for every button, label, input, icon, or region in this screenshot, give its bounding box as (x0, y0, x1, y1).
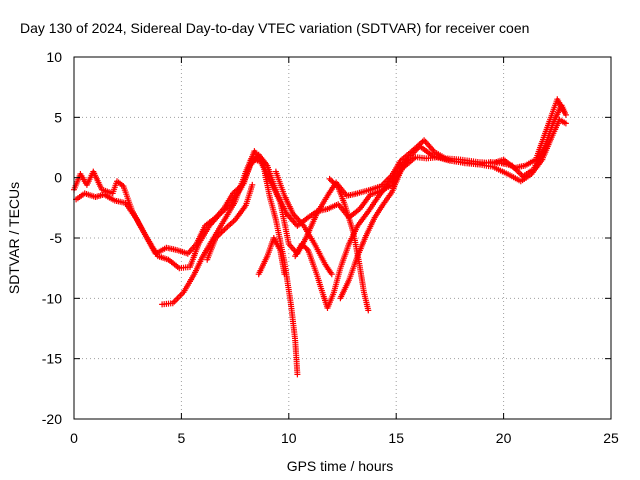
x-tick-label: 0 (70, 430, 78, 446)
series-track (204, 181, 256, 263)
data-point-marker (562, 111, 569, 118)
data-series (71, 96, 569, 378)
y-tick-label: 0 (54, 170, 62, 186)
y-tick-label: 10 (46, 49, 62, 65)
y-tick-label: -15 (42, 351, 62, 367)
series-track (272, 168, 335, 278)
y-tick-label: -20 (42, 411, 62, 427)
data-point-marker (562, 120, 569, 127)
data-point-marker (294, 371, 301, 378)
series-track (326, 175, 372, 314)
y-tick-label: 5 (54, 109, 62, 125)
x-tick-label: 10 (281, 430, 297, 446)
series-track (255, 235, 288, 278)
x-tick-label: 20 (496, 430, 512, 446)
chart-title: Day 130 of 2024, Sidereal Day-to-day VTE… (20, 20, 529, 36)
y-tick-label: -5 (50, 230, 63, 246)
data-point-marker (365, 307, 372, 314)
grid (74, 57, 611, 419)
data-point-marker (303, 245, 310, 252)
x-tick-label: 15 (388, 430, 404, 446)
x-tick-label: 5 (178, 430, 186, 446)
series-sdtvar (71, 96, 569, 378)
series-track (337, 116, 569, 302)
x-axis-title: GPS time / hours (287, 458, 394, 474)
data-point-marker (326, 175, 333, 182)
axis-ticks: 0 5 10 15 20 25 -20 -15 -10 -5 0 5 10 (42, 49, 619, 446)
data-point-marker (328, 271, 335, 278)
y-tick-label: -10 (42, 290, 62, 306)
y-axis-title: SDTVAR / TECUs (6, 182, 22, 294)
x-tick-label: 25 (603, 430, 619, 446)
data-point-marker (281, 271, 288, 278)
data-point-marker (249, 181, 256, 188)
series-track (73, 102, 569, 272)
